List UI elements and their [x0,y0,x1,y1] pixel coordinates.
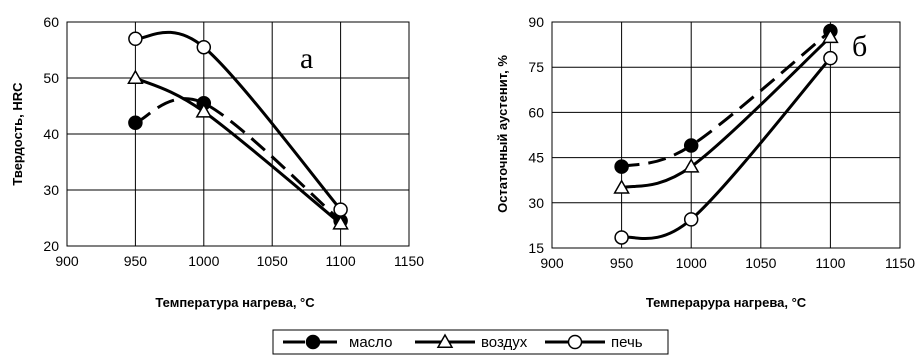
y-axis-title-b: Остаточный аустенит, % [495,55,510,213]
data-point-печь [683,212,699,227]
x-tick-label: 950 [124,253,148,269]
legend-marker-масло [305,334,321,350]
chart-panel-a: 900 950 1000 1050 1100 1150 20 30 40 50 60 а Темп… [10,14,424,310]
y-tick-label: 40 [43,126,59,142]
x-axis-title-a: Температура нагрева, °С [155,295,315,310]
y-tick-label: 90 [528,14,544,30]
data-point-масло [614,159,629,174]
x-tick-label: 1150 [885,255,915,271]
chart-panel-b: 900 950 1000 1050 1100 1150 15 30 45 60 75 90 б Те… [495,14,915,310]
series-b [613,23,839,245]
y-tick-label: 45 [528,150,544,166]
y-tick-label: 60 [528,104,544,120]
x-tick-label: 1100 [326,253,356,269]
plot-area-b [551,21,901,249]
series-a [127,30,349,230]
y-tick-label: 20 [43,238,59,254]
y-tick-label: 60 [43,14,59,30]
legend-label: воздух [481,334,528,351]
legend-label: печь [611,334,643,351]
x-axis-title-b: Темперарура нагрева, °С [646,295,807,310]
y-ticks-a: 20 30 40 50 60 [43,14,59,254]
data-point-воздух [127,69,144,84]
panel-label-a: а [300,42,313,75]
y-ticks-b: 15 30 45 60 75 90 [528,14,544,256]
data-point-масло [683,138,699,153]
data-point-воздух [332,215,349,230]
y-tick-label: 75 [528,59,544,75]
y-tick-label: 50 [43,70,59,86]
y-axis-title-a: Твердость, HRC [10,82,25,186]
panel-label-b: б [852,30,867,63]
series-line-масло [134,97,342,222]
x-tick-label: 1000 [676,255,707,271]
data-point-печь [823,50,838,66]
grid-b [551,21,901,249]
legend-label: масло [349,334,392,351]
series-line-воздух [621,35,832,190]
y-tick-label: 30 [528,195,544,211]
legend-marker-воздух [436,333,454,348]
x-ticks-b: 900 950 1000 1050 1100 1150 [540,255,915,271]
grid-a [66,21,410,247]
data-point-воздух [613,179,630,194]
data-point-масло [128,115,143,131]
x-tick-label: 1050 [257,253,288,269]
x-tick-label: 1000 [188,253,219,269]
data-point-печь [333,202,348,217]
x-tick-label: 1050 [745,255,776,271]
y-tick-label: 30 [43,182,59,198]
data-point-воздух [822,28,839,44]
legend: масло воздух печь [272,329,669,355]
series-line-печь [621,57,832,240]
x-ticks-a: 900 950 1000 1050 1100 1150 [55,253,424,269]
x-tick-label: 1150 [394,253,424,269]
x-tick-label: 900 [540,255,564,271]
x-tick-label: 1100 [815,255,845,271]
data-point-воздух [195,103,213,118]
data-point-печь [196,39,212,55]
x-tick-label: 900 [55,253,79,269]
legend-marker-печь [567,334,583,350]
series-line-печь [135,30,342,211]
x-tick-label: 950 [610,255,634,271]
data-point-воздух [682,158,700,173]
series-line-воздух [134,76,342,225]
y-tick-label: 15 [528,240,544,256]
series-line-масло [621,29,832,169]
data-point-печь [128,31,143,47]
data-point-печь [614,230,629,245]
